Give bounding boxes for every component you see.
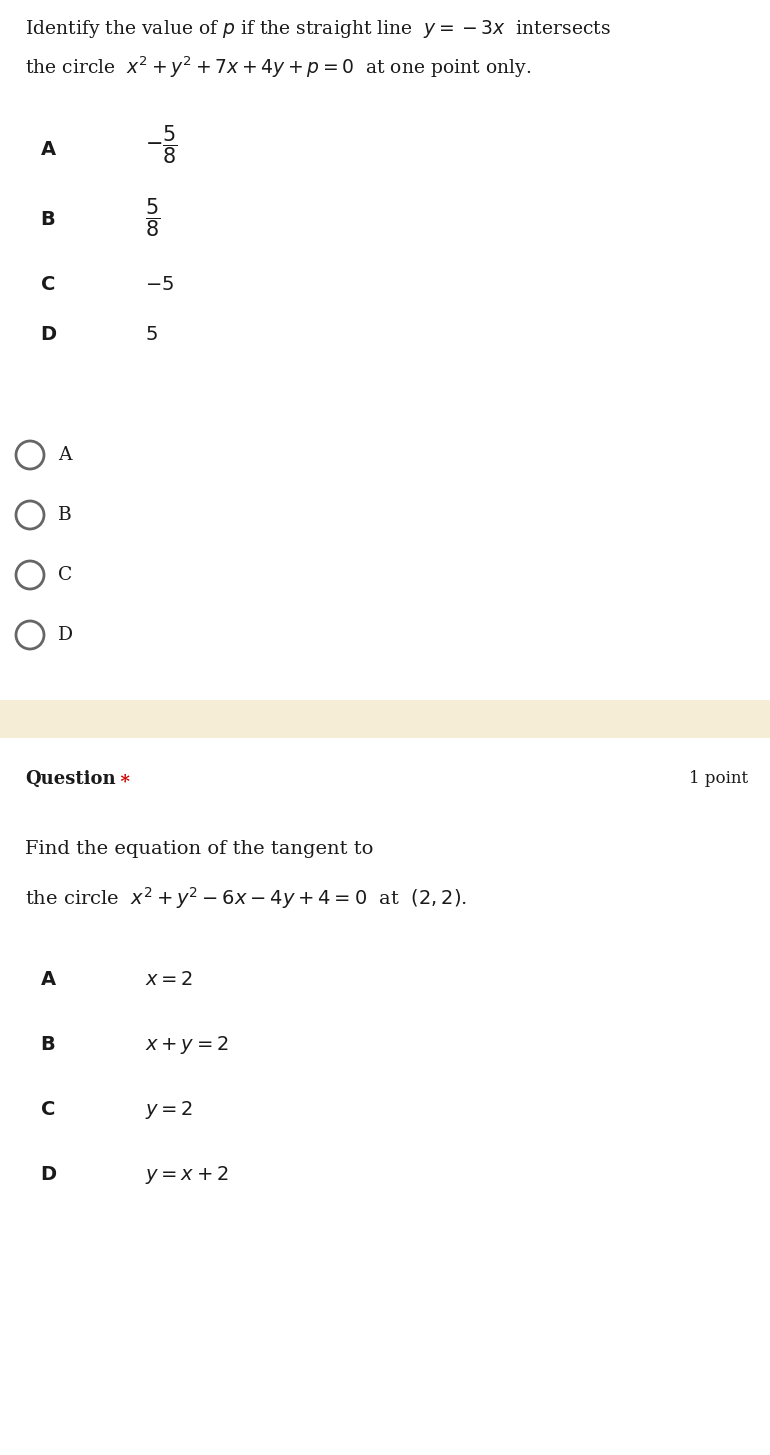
Text: $\mathbf{B}$: $\mathbf{B}$ <box>40 211 55 228</box>
Text: $\dfrac{5}{8}$: $\dfrac{5}{8}$ <box>145 196 160 239</box>
Text: D: D <box>58 626 73 645</box>
Text: $\mathbf{B}$: $\mathbf{B}$ <box>40 1036 55 1053</box>
Text: Question: Question <box>25 770 116 789</box>
Text: A: A <box>58 447 72 464</box>
Text: $x + y = 2$: $x + y = 2$ <box>145 1035 229 1056</box>
Text: $y = 2$: $y = 2$ <box>145 1099 193 1120</box>
Text: the circle  $x^2 + y^2 + 7x + 4y + p = 0$  at one point only.: the circle $x^2 + y^2 + 7x + 4y + p = 0$… <box>25 55 531 80</box>
Text: $5$: $5$ <box>145 326 158 343</box>
Text: $\mathbf{C}$: $\mathbf{C}$ <box>40 276 55 294</box>
Text: the circle  $x^2 + y^2 - 6x - 4y + 4 = 0$  at  $(2, 2)$.: the circle $x^2 + y^2 - 6x - 4y + 4 = 0$… <box>25 885 467 911</box>
Text: $-5$: $-5$ <box>145 276 174 294</box>
Text: $\mathbf{A}$: $\mathbf{A}$ <box>40 970 57 989</box>
Text: $\mathbf{A}$: $\mathbf{A}$ <box>40 141 57 159</box>
Text: $y = x + 2$: $y = x + 2$ <box>145 1164 229 1186</box>
Text: $-\dfrac{5}{8}$: $-\dfrac{5}{8}$ <box>145 124 178 166</box>
Text: Find the equation of the tangent to: Find the equation of the tangent to <box>25 840 373 858</box>
Text: $x = 2$: $x = 2$ <box>145 970 193 989</box>
Text: $\mathbf{D}$: $\mathbf{D}$ <box>40 1165 57 1184</box>
Text: C: C <box>58 566 72 583</box>
Text: B: B <box>58 506 72 524</box>
Bar <box>0 700 770 738</box>
Text: Identify the value of $p$ if the straight line  $y = -3x$  intersects: Identify the value of $p$ if the straigh… <box>25 17 611 39</box>
Text: $\mathbf{C}$: $\mathbf{C}$ <box>40 1101 55 1119</box>
Text: $\mathbf{D}$: $\mathbf{D}$ <box>40 326 57 343</box>
Text: 1 point: 1 point <box>689 770 748 787</box>
Text: ∗: ∗ <box>118 770 130 789</box>
